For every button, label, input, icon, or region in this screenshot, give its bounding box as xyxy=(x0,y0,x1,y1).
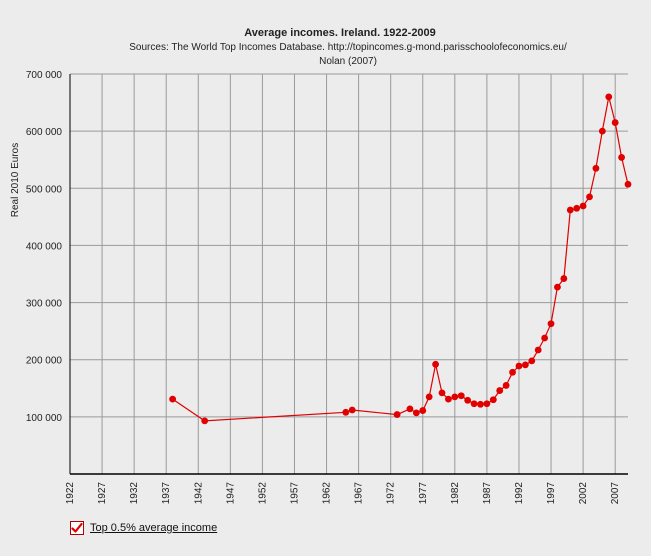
data-point[interactable] xyxy=(464,396,472,404)
y-tick-label: 400 000 xyxy=(26,241,63,252)
data-point[interactable] xyxy=(438,389,446,397)
legend-checkbox[interactable] xyxy=(70,521,84,535)
y-tick-label: 600 000 xyxy=(26,127,63,138)
x-tick-label: 1942 xyxy=(193,482,204,505)
data-point[interactable] xyxy=(534,346,542,354)
checkmark-icon xyxy=(71,522,83,533)
data-point[interactable] xyxy=(419,407,427,414)
data-point[interactable] xyxy=(592,164,600,172)
data-point[interactable] xyxy=(412,409,420,417)
y-tick-label: 100 000 xyxy=(26,413,63,424)
x-tick-label: 1947 xyxy=(225,482,236,505)
data-point[interactable] xyxy=(425,393,433,401)
data-point[interactable] xyxy=(521,361,529,369)
data-point[interactable] xyxy=(541,334,549,342)
chart-subtitle-line-2: Nolan (2007) xyxy=(319,56,377,67)
x-tick-label: 1977 xyxy=(418,482,429,505)
data-point[interactable] xyxy=(342,408,350,416)
series-line xyxy=(172,96,629,422)
data-point[interactable] xyxy=(528,357,536,365)
x-tick-label: 1957 xyxy=(289,482,300,505)
data-point[interactable] xyxy=(605,93,613,101)
data-point[interactable] xyxy=(470,400,478,408)
data-point[interactable] xyxy=(579,202,587,210)
chart-subtitle-line-1: Sources: The World Top Incomes Database.… xyxy=(129,42,567,53)
data-point[interactable] xyxy=(598,127,606,135)
axis-layer: 1922 1927 1932 1937 1942 1947 1952 1957 1962 1967… xyxy=(26,70,628,504)
data-point[interactable] xyxy=(489,396,497,404)
data-point[interactable] xyxy=(566,206,574,214)
x-tick-label: 1967 xyxy=(354,482,365,505)
data-point[interactable] xyxy=(560,275,568,282)
data-point[interactable] xyxy=(509,368,516,376)
data-point[interactable] xyxy=(457,392,465,400)
y-tick-label: 200 000 xyxy=(26,356,63,367)
data-point[interactable] xyxy=(515,362,523,370)
data-point[interactable] xyxy=(451,393,459,401)
x-tick-label: 1937 xyxy=(161,482,172,505)
x-tick-label: 2007 xyxy=(610,482,621,505)
data-point[interactable] xyxy=(201,417,209,425)
x-tick-label: 1952 xyxy=(257,482,268,505)
grid-layer xyxy=(70,73,628,474)
legend-series-label[interactable]: Top 0.5% average income xyxy=(90,522,218,534)
x-tick-label: 1927 xyxy=(97,482,108,505)
x-tick-label: 1982 xyxy=(450,482,461,505)
data-layer xyxy=(169,93,632,425)
x-tick-label: 1962 xyxy=(322,482,333,505)
data-point[interactable] xyxy=(406,405,414,413)
x-tick-label: 1987 xyxy=(482,482,493,505)
x-tick-label: 1992 xyxy=(514,482,525,505)
y-tick-label: 500 000 xyxy=(26,184,63,195)
chart-title: Average incomes. Ireland. 1922-2009 xyxy=(244,27,436,39)
x-tick-label: 1922 xyxy=(65,482,76,505)
data-point[interactable] xyxy=(586,193,593,201)
data-point[interactable] xyxy=(169,395,177,403)
data-point[interactable] xyxy=(502,382,510,389)
data-point[interactable] xyxy=(624,180,632,188)
data-point[interactable] xyxy=(573,204,581,212)
x-tick-label: 2002 xyxy=(578,482,589,505)
x-tick-label: 1932 xyxy=(129,482,140,505)
data-point[interactable] xyxy=(348,406,356,414)
data-point[interactable] xyxy=(496,387,504,394)
data-point[interactable] xyxy=(554,283,561,291)
data-point[interactable] xyxy=(393,411,401,418)
data-point[interactable] xyxy=(618,154,625,161)
data-point[interactable] xyxy=(477,400,484,408)
x-tick-label: 1972 xyxy=(386,482,397,505)
data-point[interactable] xyxy=(483,400,491,408)
y-tick-label: 300 000 xyxy=(26,299,63,310)
x-tick-label: 1997 xyxy=(546,482,557,505)
data-point[interactable] xyxy=(547,320,555,328)
legend[interactable]: Top 0.5% average income xyxy=(70,521,217,535)
y-axis-label: Real 2010 Euros xyxy=(10,143,21,218)
y-tick-label: 700 000 xyxy=(26,70,63,81)
data-point[interactable] xyxy=(445,395,452,403)
data-point[interactable] xyxy=(432,360,439,368)
data-point[interactable] xyxy=(611,119,619,126)
